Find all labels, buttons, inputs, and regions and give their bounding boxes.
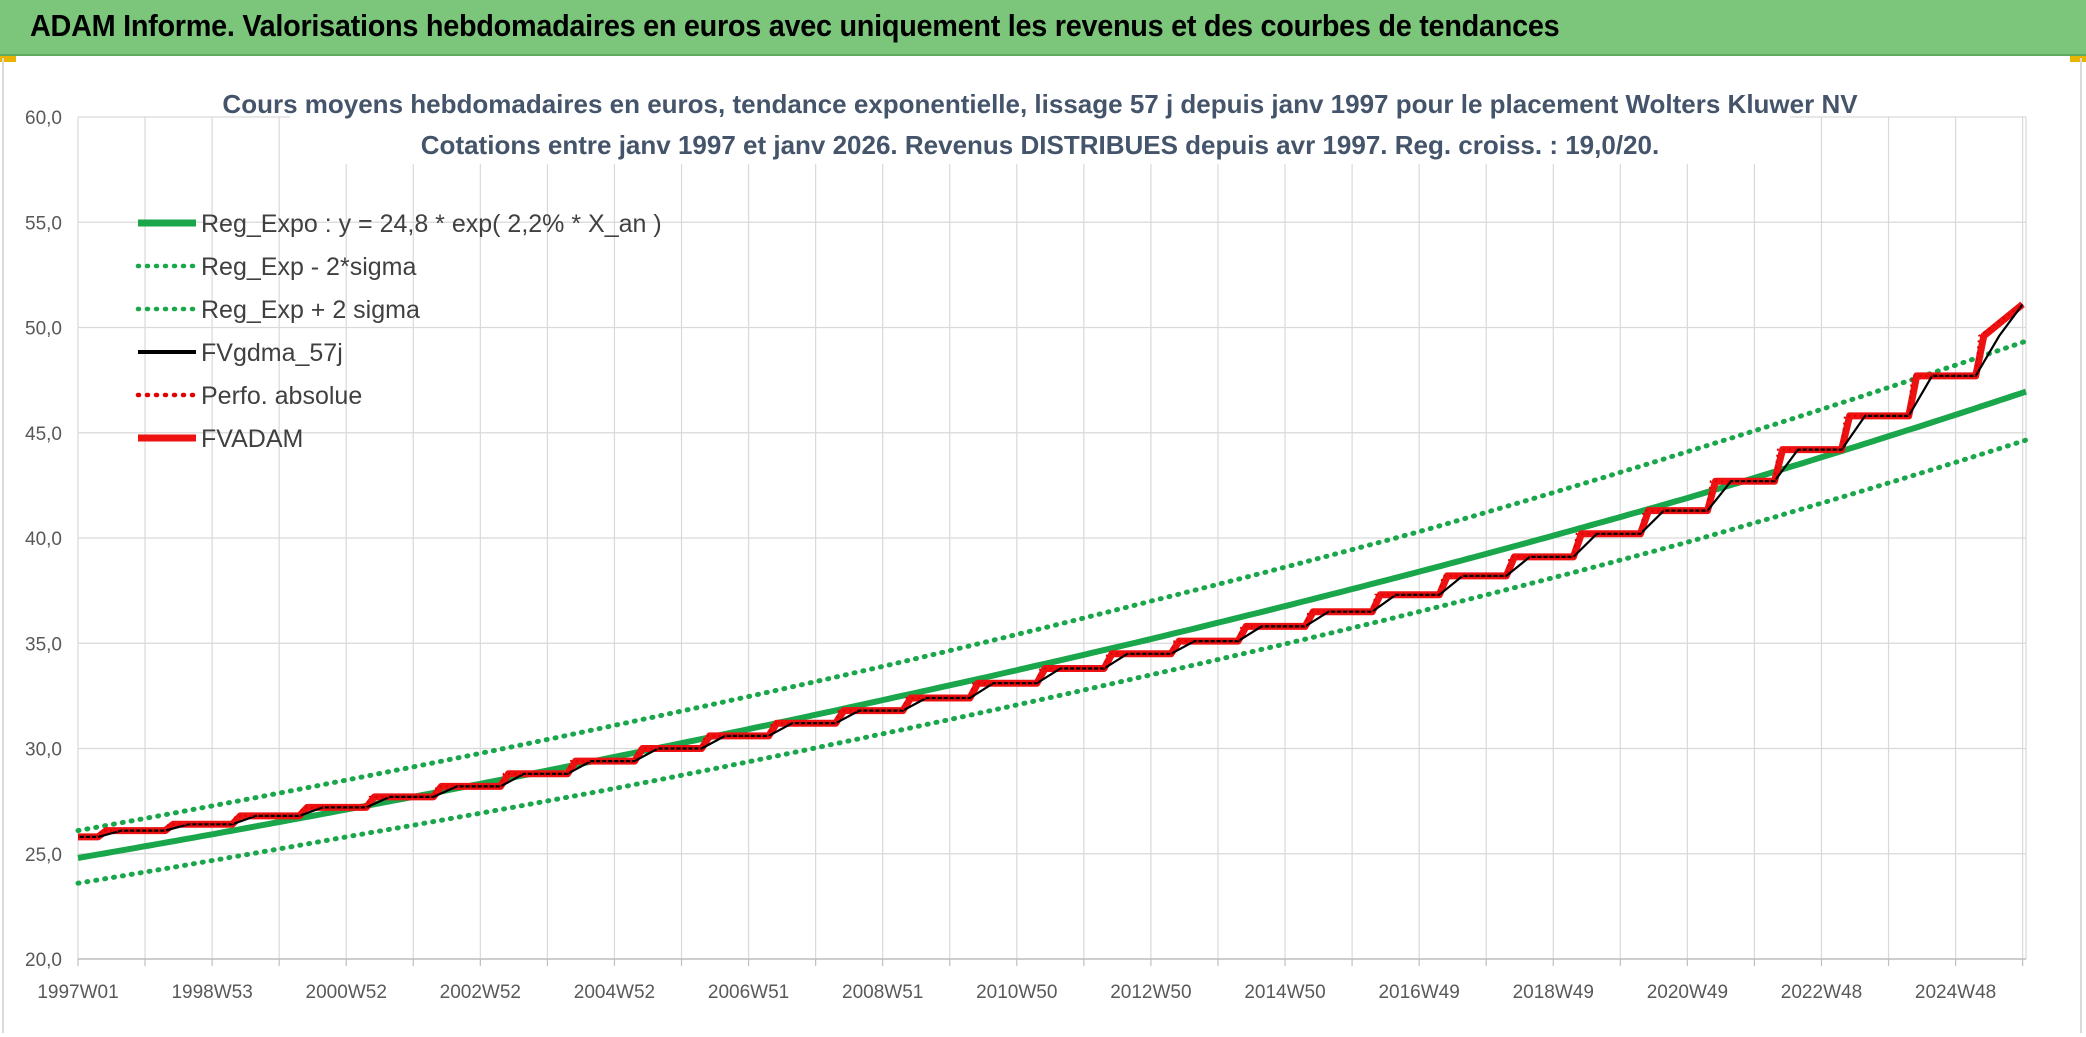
chart-title-line2: Cotations entre janv 1997 et janv 2026. … <box>421 130 1659 160</box>
y-tick-label: 35,0 <box>25 634 62 655</box>
y-tick-label: 25,0 <box>25 845 62 866</box>
chart-title-group: Cours moyens hebdomadaires en euros, ten… <box>222 84 1858 164</box>
x-tick-label: 2000W52 <box>306 982 387 1003</box>
y-tick-label: 30,0 <box>25 740 62 761</box>
x-tick-label: 2008W51 <box>842 982 923 1003</box>
legend-label: FVgdma_57j <box>201 339 343 367</box>
chart-title-bg <box>290 84 1790 164</box>
legend-label: Reg_Exp + 2 sigma <box>201 296 420 324</box>
corner-mark-left <box>0 56 16 62</box>
x-tick-label: 2018W49 <box>1513 982 1594 1003</box>
corner-mark-right <box>2070 56 2086 62</box>
legend-label: Reg_Exp - 2*sigma <box>201 253 416 281</box>
y-tick-label: 60,0 <box>25 108 62 129</box>
y-tick-label: 45,0 <box>25 424 62 445</box>
y-tick-label: 50,0 <box>25 319 62 340</box>
x-tick-label: 2022W48 <box>1781 982 1862 1003</box>
series-reg-expo <box>77 388 2027 861</box>
legend-label: Reg_Expo : y = 24,8 * exp( 2,2% * X_an ) <box>201 210 662 238</box>
x-tick-label: 2006W51 <box>708 982 789 1003</box>
series-perfo-absolue <box>78 303 2024 838</box>
legend-label: Perfo. absolue <box>201 382 362 410</box>
y-tick-label: 40,0 <box>25 529 62 550</box>
y-tick-label: 55,0 <box>25 213 62 234</box>
series-layer <box>75 301 2029 886</box>
page-title: ADAM Informe. Valorisations hebdomadaire… <box>30 8 1560 43</box>
chart-frame <box>2 58 2082 1033</box>
x-tick-label: 2002W52 <box>440 982 521 1003</box>
x-tick-label: 2012W50 <box>1110 982 1191 1003</box>
axes: 60,0 55,0 50,0 45,0 40,0 35,0 30,0 25,0 20,0 1997… <box>25 108 2026 1003</box>
y-tick-label: 20,0 <box>25 950 62 971</box>
grid <box>77 116 2027 960</box>
series-reg-exp-minus-2sigma <box>75 437 2029 886</box>
x-tick-label: 2020W49 <box>1647 982 1728 1003</box>
x-tick-label: 1998W53 <box>171 982 252 1003</box>
x-tick-label: 1997W01 <box>37 982 118 1003</box>
x-tick-label: 2016W49 <box>1378 982 1459 1003</box>
legend-label: FVADAM <box>201 425 303 453</box>
x-tick-label: 2014W50 <box>1244 982 1325 1003</box>
series-fvadam <box>78 301 2025 841</box>
series-reg-exp-plus-2sigma <box>75 338 2029 834</box>
header-bar: ADAM Informe. Valorisations hebdomadaire… <box>0 0 2086 56</box>
series-fvgdma-57j <box>78 303 2024 838</box>
x-tick-label: 2004W52 <box>574 982 655 1003</box>
legend: Reg_Expo : y = 24,8 * exp( 2,2% * X_an )… <box>135 210 662 453</box>
x-tick-label: 2024W48 <box>1915 982 1996 1003</box>
chart-title-line1: Cours moyens hebdomadaires en euros, ten… <box>222 89 1858 119</box>
x-tick-label: 2010W50 <box>976 982 1057 1003</box>
